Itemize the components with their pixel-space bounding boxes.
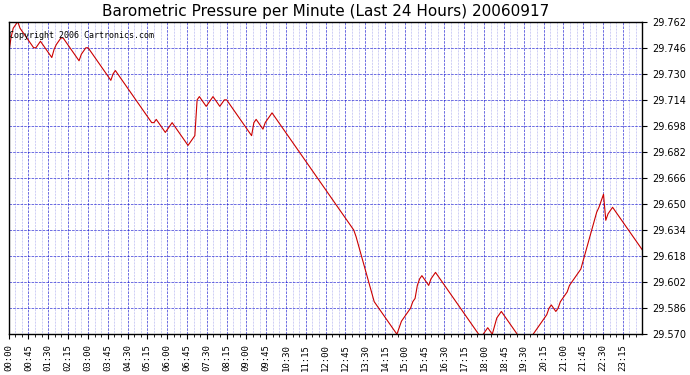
Text: Copyright 2006 Cartronics.com: Copyright 2006 Cartronics.com: [9, 31, 155, 40]
Title: Barometric Pressure per Minute (Last 24 Hours) 20060917: Barometric Pressure per Minute (Last 24 …: [101, 4, 549, 19]
